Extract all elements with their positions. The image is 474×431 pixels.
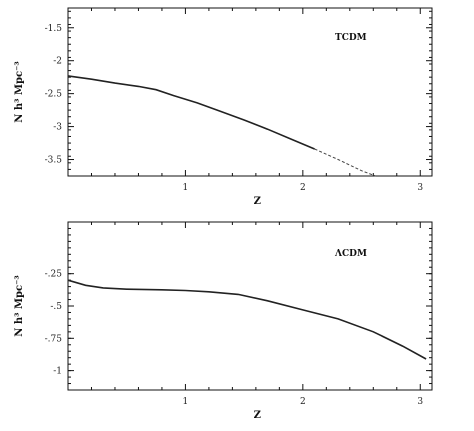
series-line [67,75,315,150]
y-tick-label: -.75 [45,334,63,344]
x-tick-label: 1 [183,397,189,407]
plot-frame [67,221,433,391]
y-tick-label: -3.5 [45,156,63,166]
panel-label: TCDM [335,33,367,43]
y-axis-label: N h³ Mpc⁻³ [14,275,25,337]
series-line-dashed [314,148,376,177]
x-tick-label: 2 [300,397,306,407]
x-axis-label: Z [254,196,261,207]
x-axis-label: Z [254,410,261,421]
y-axis-label: N h³ Mpc⁻³ [14,61,25,123]
y-tick-label: -.5 [50,302,62,312]
y-tick-label: -2 [53,57,62,67]
panel-label: ΛCDM [334,249,367,259]
plot-frame [67,7,433,177]
x-tick-label: 3 [417,397,423,407]
y-tick-label: -2.5 [45,90,63,100]
x-tick-label: 3 [417,183,423,193]
panel-tcdm: 1 2 3 -1.5 -2 -2.5 -3 -3.5 Z N h³ Mpc⁻³ TCDM [14,7,433,207]
y-tick-label: -3 [53,123,62,133]
y-tick-label: -1.5 [45,24,63,34]
panel-lcdm: 1 2 3 -.25 -.5 -.75 -1 Z N h³ Mpc⁻³ ΛCDM [14,221,433,421]
x-tick-label: 2 [300,183,306,193]
series-line [67,279,427,360]
y-tick-label: -.25 [45,270,63,280]
y-tick-label: -1 [53,367,62,377]
x-tick-label: 1 [183,183,189,193]
